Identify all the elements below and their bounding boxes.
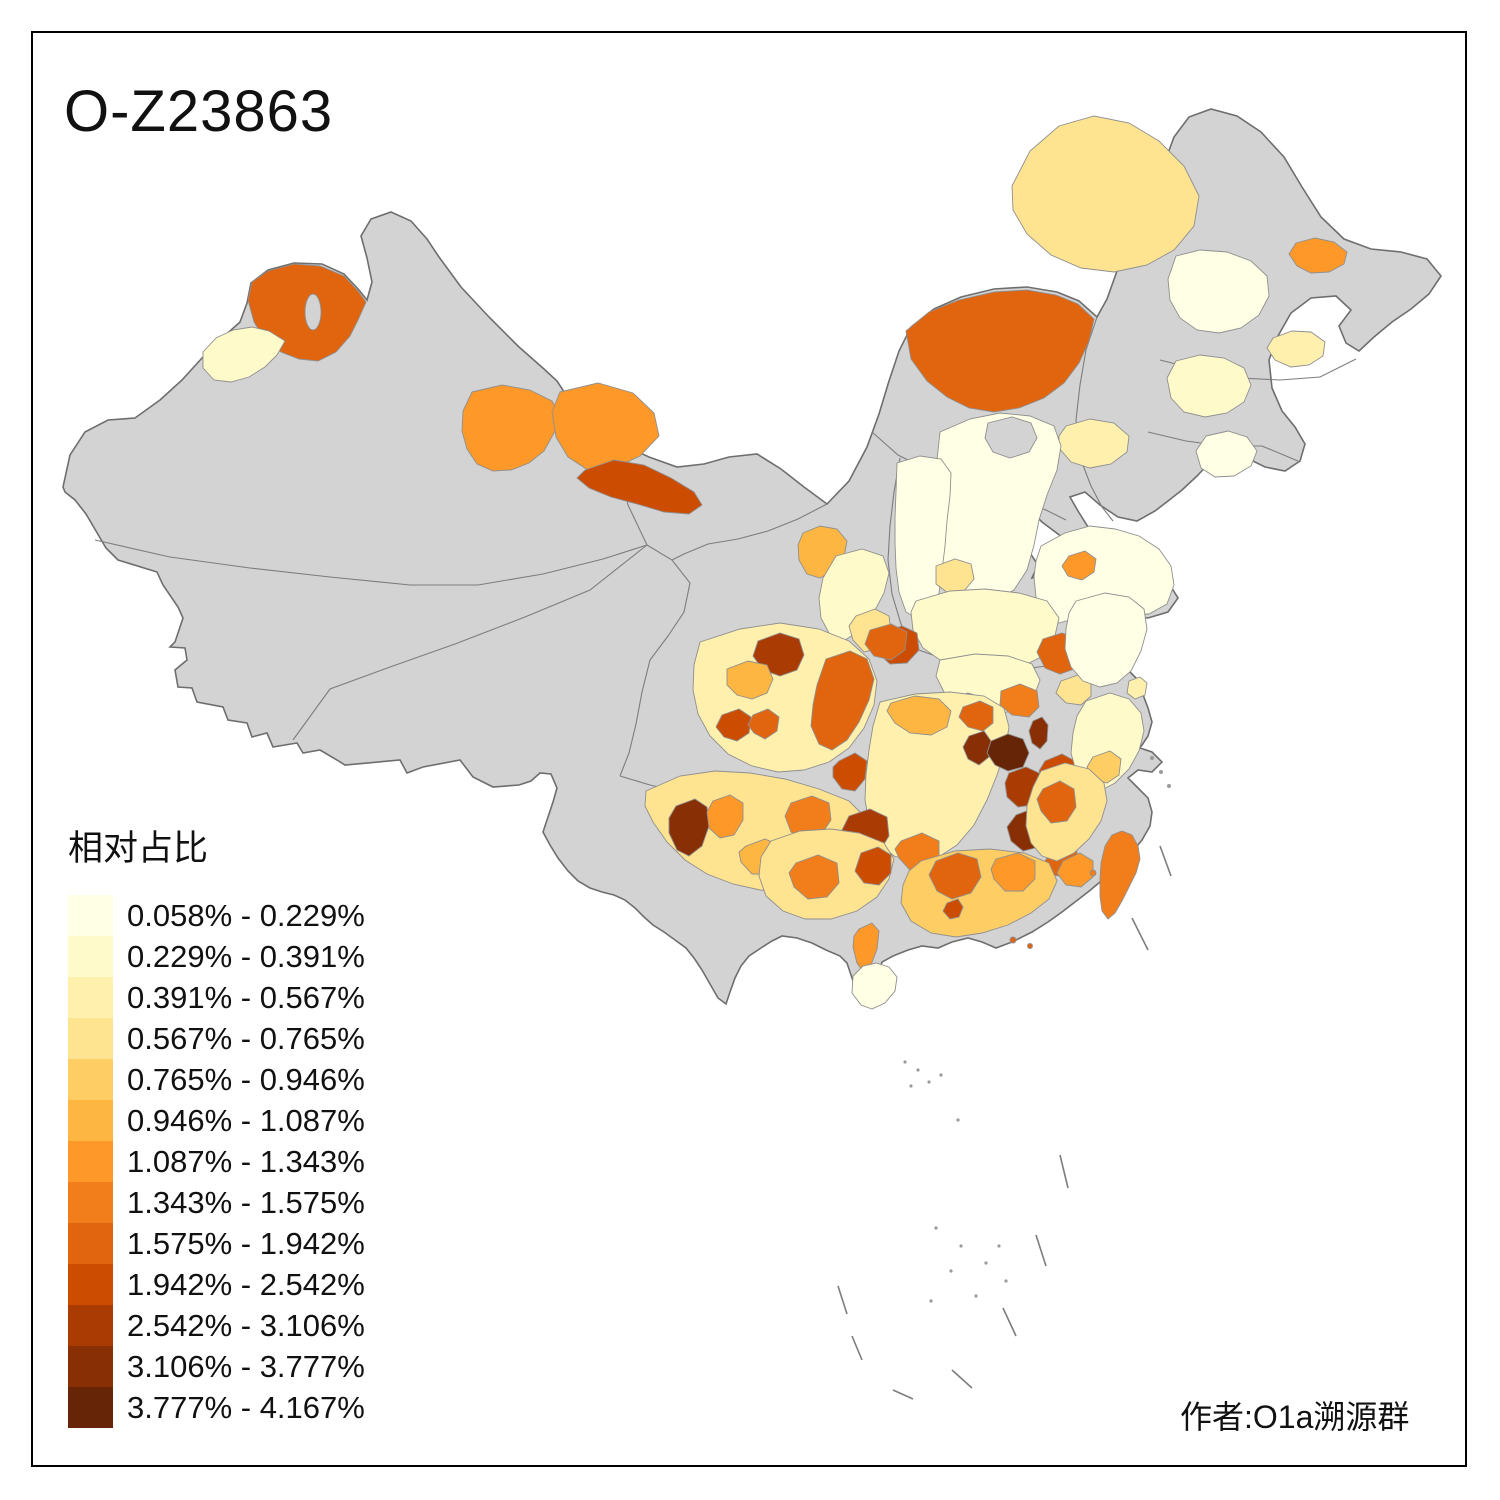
map-region bbox=[962, 730, 992, 766]
map-region bbox=[1195, 430, 1258, 478]
sea-islets bbox=[903, 756, 1171, 1303]
legend-item: 1.343% - 1.575% bbox=[68, 1182, 365, 1223]
map-region bbox=[810, 650, 875, 751]
map-region bbox=[958, 700, 994, 732]
legend-swatch bbox=[68, 1346, 113, 1387]
map-region bbox=[864, 623, 908, 661]
legend-title: 相对占比 bbox=[68, 829, 209, 868]
legend-label: 0.229% - 0.391% bbox=[127, 938, 365, 974]
map-region bbox=[1167, 249, 1270, 334]
nine-dash-line bbox=[837, 845, 1172, 1400]
map-region bbox=[715, 708, 752, 742]
legend-item: 0.058% - 0.229% bbox=[68, 895, 365, 936]
legend-label: 0.058% - 0.229% bbox=[127, 897, 365, 933]
legend-label: 0.946% - 1.087% bbox=[127, 1102, 365, 1138]
map-region bbox=[726, 660, 774, 700]
legend-item: 3.777% - 4.167% bbox=[68, 1387, 365, 1428]
legend-label: 3.777% - 4.167% bbox=[127, 1389, 365, 1425]
map-region bbox=[202, 326, 286, 383]
legend-item: 1.942% - 2.542% bbox=[68, 1264, 365, 1305]
page-title: O-Z23863 bbox=[64, 79, 334, 144]
map-region bbox=[1028, 716, 1049, 750]
map-region bbox=[942, 898, 964, 920]
map-region bbox=[1027, 943, 1033, 949]
map-region bbox=[1266, 330, 1326, 368]
legend: 相对占比 0.058% - 0.229% 0.229% - 0.391% 0.3… bbox=[68, 820, 365, 1428]
legend-item: 0.229% - 0.391% bbox=[68, 936, 365, 977]
legend-swatch bbox=[68, 895, 113, 936]
map-region bbox=[461, 384, 561, 472]
map-region bbox=[747, 708, 780, 740]
hainan-island bbox=[851, 962, 898, 1010]
legend-swatch bbox=[68, 1141, 113, 1182]
map-region bbox=[1126, 676, 1148, 700]
legend-swatch bbox=[68, 1305, 113, 1346]
legend-label: 0.391% - 0.567% bbox=[127, 979, 365, 1015]
legend-item: 0.391% - 0.567% bbox=[68, 977, 365, 1018]
legend-swatch bbox=[68, 977, 113, 1018]
prefecture-regions bbox=[202, 115, 1348, 1010]
legend-label: 3.106% - 3.777% bbox=[127, 1348, 365, 1384]
map-region bbox=[788, 854, 840, 900]
legend-swatch bbox=[68, 1264, 113, 1305]
map-region bbox=[928, 852, 982, 900]
map-region bbox=[706, 794, 744, 839]
legend-item: 1.575% - 1.942% bbox=[68, 1223, 365, 1264]
legend-label: 0.765% - 0.946% bbox=[127, 1061, 365, 1097]
legend-label: 1.087% - 1.343% bbox=[127, 1143, 365, 1179]
legend-item: 0.567% - 0.765% bbox=[68, 1018, 365, 1059]
map-region bbox=[1166, 354, 1252, 418]
legend-item: 3.106% - 3.777% bbox=[68, 1346, 365, 1387]
lake bbox=[304, 293, 322, 331]
legend-swatch bbox=[68, 1182, 113, 1223]
map-region bbox=[886, 695, 952, 736]
map-region bbox=[668, 798, 710, 857]
legend-swatch bbox=[68, 1018, 113, 1059]
penghu-island bbox=[1089, 869, 1097, 877]
legend-label: 2.542% - 3.106% bbox=[127, 1307, 365, 1343]
legend-label: 1.343% - 1.575% bbox=[127, 1184, 365, 1220]
map-region bbox=[1009, 936, 1017, 944]
map-region bbox=[990, 852, 1036, 892]
map-region bbox=[576, 459, 703, 515]
legend-label: 0.567% - 0.765% bbox=[127, 1020, 365, 1056]
map-region bbox=[1288, 237, 1348, 274]
legend-swatch bbox=[68, 1059, 113, 1100]
legend-item: 1.087% - 1.343% bbox=[68, 1141, 365, 1182]
legend-item: 0.946% - 1.087% bbox=[68, 1100, 365, 1141]
legend-swatch bbox=[68, 1223, 113, 1264]
map-region bbox=[984, 416, 1038, 459]
map-region bbox=[1036, 780, 1077, 824]
map-region bbox=[1061, 550, 1097, 581]
legend-label: 1.575% - 1.942% bbox=[127, 1225, 365, 1261]
legend-item: 2.542% - 3.106% bbox=[68, 1305, 365, 1346]
map-region bbox=[986, 733, 1030, 772]
legend-label: 1.942% - 2.542% bbox=[127, 1266, 365, 1302]
map-region bbox=[832, 752, 868, 792]
legend-swatch bbox=[68, 1100, 113, 1141]
legend-item: 0.765% - 0.946% bbox=[68, 1059, 365, 1100]
legend-swatch bbox=[68, 936, 113, 977]
legend-swatch bbox=[68, 1387, 113, 1428]
map-region bbox=[1011, 115, 1200, 273]
map-region bbox=[1056, 852, 1094, 888]
map-region bbox=[1064, 592, 1148, 688]
map-region bbox=[905, 289, 1095, 413]
map-region bbox=[854, 846, 892, 886]
author-credit: 作者:O1a溯源群 bbox=[1180, 1399, 1410, 1435]
map-region bbox=[999, 683, 1040, 718]
taiwan-island bbox=[1099, 830, 1141, 920]
map-region bbox=[935, 558, 975, 594]
